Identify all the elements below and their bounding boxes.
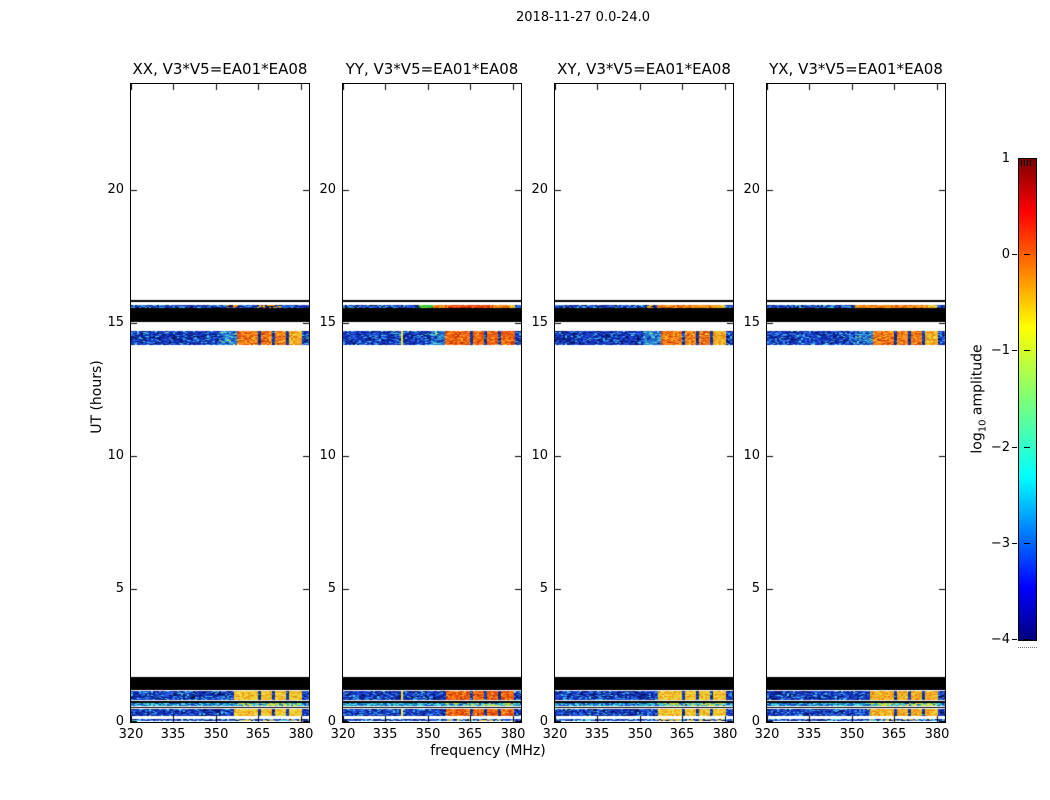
x-axis-label: frequency (MHz) xyxy=(430,743,546,759)
heatmap-canvas-yy xyxy=(343,84,521,722)
y-tick-label: 20 xyxy=(319,182,336,197)
colorbar-top-hatch xyxy=(1021,160,1033,166)
x-tick-label: 380 xyxy=(924,727,950,742)
x-tick-label: 350 xyxy=(627,727,653,742)
y-tick-label: 0 xyxy=(539,714,548,729)
heatmap-canvas-yx xyxy=(767,84,945,722)
colorbar-tick-label: −4 xyxy=(990,632,1010,647)
x-tick-label: 365 xyxy=(669,727,695,742)
y-tick-label: 15 xyxy=(107,315,124,330)
x-tick-label: 365 xyxy=(457,727,483,742)
y-tick-label: 5 xyxy=(751,581,760,596)
colorbar-bottom-dots xyxy=(1018,647,1037,649)
colorbar-tick-mark xyxy=(1012,543,1017,544)
plot-area-yx xyxy=(766,83,946,723)
x-tick-label: 350 xyxy=(203,727,229,742)
colorbar-tick-mark xyxy=(1024,254,1030,255)
y-tick-label: 15 xyxy=(319,315,336,330)
x-tick-label: 335 xyxy=(584,727,610,742)
plot-area-yy xyxy=(342,83,522,723)
panel-title-xx: XX, V3*V5=EA01*EA08 xyxy=(132,60,308,78)
panel-title-yy: YY, V3*V5=EA01*EA08 xyxy=(345,60,519,78)
y-tick-label: 0 xyxy=(327,714,336,729)
y-tick-label: 20 xyxy=(743,182,760,197)
y-tick-label: 5 xyxy=(539,581,548,596)
colorbar-tick-mark xyxy=(1012,254,1017,255)
colorbar-tick-mark xyxy=(1012,447,1017,448)
y-tick-label: 20 xyxy=(531,182,548,197)
figure-title: 2018-11-27 0.0-24.0 xyxy=(516,10,650,25)
colorbar-tick-mark xyxy=(1024,639,1030,640)
colorbar-label-sub: 10 xyxy=(977,419,989,433)
x-tick-label: 380 xyxy=(500,727,526,742)
colorbar-tick-label: 0 xyxy=(1001,247,1010,262)
plot-area-xx xyxy=(130,83,310,723)
x-tick-label: 380 xyxy=(712,727,738,742)
x-tick-label: 380 xyxy=(288,727,314,742)
colorbar-label: log10 amplitude xyxy=(970,344,989,453)
x-tick-label: 320 xyxy=(330,727,356,742)
colorbar-tick-mark xyxy=(1024,543,1030,544)
y-tick-label: 0 xyxy=(751,714,760,729)
colorbar xyxy=(1018,158,1037,641)
x-tick-label: 320 xyxy=(542,727,568,742)
colorbar-tick-label: −1 xyxy=(990,343,1010,358)
colorbar-tick-mark xyxy=(1012,350,1017,351)
heatmap-canvas-xy xyxy=(555,84,733,722)
colorbar-gradient xyxy=(1019,159,1036,640)
plot-area-xy xyxy=(554,83,734,723)
colorbar-tick-label: 1 xyxy=(1001,151,1010,166)
y-tick-label: 15 xyxy=(531,315,548,330)
y-tick-label: 10 xyxy=(107,448,124,463)
x-tick-label: 350 xyxy=(415,727,441,742)
x-tick-label: 335 xyxy=(796,727,822,742)
y-tick-label: 5 xyxy=(115,581,124,596)
y-tick-label: 5 xyxy=(327,581,336,596)
colorbar-tick-mark xyxy=(1012,639,1017,640)
colorbar-tick-label: −2 xyxy=(990,440,1010,455)
x-tick-label: 350 xyxy=(839,727,865,742)
y-axis-label: UT (hours) xyxy=(89,360,105,434)
y-tick-label: 0 xyxy=(115,714,124,729)
colorbar-tick-mark xyxy=(1024,350,1030,351)
y-tick-label: 10 xyxy=(319,448,336,463)
y-tick-label: 10 xyxy=(743,448,760,463)
panel-title-xy: XY, V3*V5=EA01*EA08 xyxy=(557,60,731,78)
x-tick-label: 320 xyxy=(754,727,780,742)
panel-title-yx: YX, V3*V5=EA01*EA08 xyxy=(769,60,943,78)
colorbar-tick-mark xyxy=(1024,447,1030,448)
heatmap-canvas-xx xyxy=(131,84,309,722)
colorbar-tick-label: −3 xyxy=(990,536,1010,551)
x-tick-label: 365 xyxy=(245,727,271,742)
x-tick-label: 320 xyxy=(118,727,144,742)
x-tick-label: 365 xyxy=(881,727,907,742)
y-tick-label: 15 xyxy=(743,315,760,330)
x-tick-label: 335 xyxy=(160,727,186,742)
y-tick-label: 20 xyxy=(107,182,124,197)
y-tick-label: 10 xyxy=(531,448,548,463)
x-tick-label: 335 xyxy=(372,727,398,742)
